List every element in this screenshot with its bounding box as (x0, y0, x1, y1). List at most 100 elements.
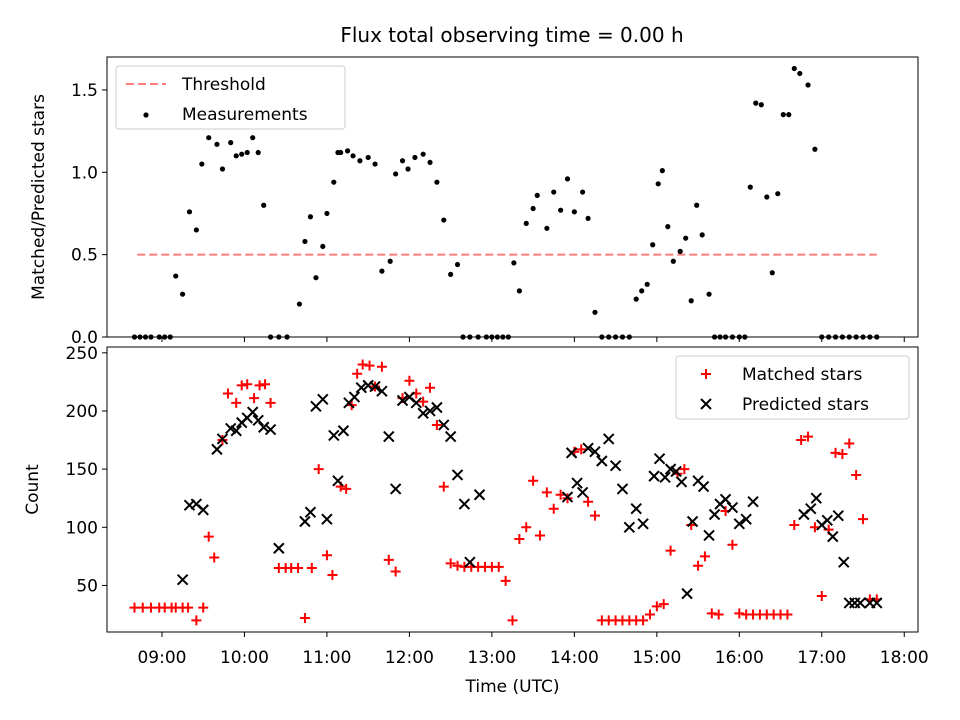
data-point (211, 443, 223, 456)
data-point (699, 232, 705, 238)
data-point (464, 556, 476, 568)
data-point (214, 141, 220, 147)
data-point (639, 288, 645, 294)
legend-plus-swatch (701, 369, 711, 379)
y-tick-label: 100 (66, 518, 98, 538)
data-point (603, 433, 615, 445)
data-point (350, 153, 356, 159)
x-tick-label: 10:00 (220, 648, 269, 668)
data-point (665, 545, 676, 556)
data-point (239, 151, 245, 157)
legend-label: Threshold (181, 75, 266, 95)
data-point (383, 430, 395, 443)
data-point (858, 514, 869, 525)
data-point (507, 615, 518, 626)
data-point (665, 224, 671, 230)
data-point (571, 209, 577, 215)
data-point (331, 179, 337, 185)
data-point (313, 275, 319, 281)
data-point (320, 243, 326, 250)
x-tick-label: 09:00 (137, 648, 186, 668)
axes-frame (106, 56, 919, 338)
data-point (379, 268, 385, 274)
data-point (261, 202, 267, 208)
data-point (534, 530, 545, 541)
data-point (299, 515, 311, 528)
data-point (302, 238, 308, 245)
data-point (844, 438, 855, 449)
data-point (431, 401, 443, 414)
data-point (780, 112, 786, 118)
data-point (589, 510, 600, 521)
data-point (786, 112, 792, 118)
y-tick-label: 1.5 (71, 81, 98, 101)
y-tick-label: 50 (76, 576, 98, 596)
data-point (332, 475, 344, 487)
data-point (688, 298, 694, 304)
data-point (500, 575, 511, 586)
data-point (321, 513, 333, 525)
data-point (589, 445, 601, 458)
data-point (369, 380, 381, 393)
legend-label: Matched stars (742, 365, 862, 385)
data-point (727, 539, 738, 550)
data-point (264, 423, 277, 436)
data-point (812, 146, 818, 152)
data-point (328, 429, 340, 442)
data-point (257, 421, 270, 433)
data-point (191, 615, 202, 626)
legend-dot-swatch (143, 112, 149, 118)
data-point (260, 379, 271, 390)
data-point (650, 242, 656, 248)
x-tick-label: 13:00 (467, 648, 516, 668)
data-point (233, 153, 239, 159)
data-point (596, 455, 608, 467)
data-point (805, 82, 811, 88)
data-point (186, 209, 193, 215)
data-point (659, 168, 665, 174)
data-point (399, 158, 406, 164)
data-point (454, 261, 461, 268)
data-point (838, 556, 850, 568)
data-point (630, 502, 642, 515)
data-point (580, 189, 586, 195)
data-point (585, 215, 591, 222)
y-tick-label: 1.0 (71, 163, 98, 183)
data-point (558, 207, 564, 213)
data-point (514, 533, 525, 544)
legend: Threshold Measurements (115, 65, 346, 130)
data-point (565, 447, 578, 459)
data-point (425, 382, 436, 393)
data-point (317, 393, 329, 406)
data-point (427, 159, 433, 166)
data-point (438, 481, 449, 492)
data-point (564, 176, 571, 182)
axes-frame (106, 346, 919, 633)
y-axis-label: Count (23, 464, 43, 515)
data-point (658, 599, 669, 610)
data-point (390, 566, 401, 577)
data-point (357, 158, 363, 164)
legend-label: Predicted stars (742, 395, 869, 415)
data-point (473, 489, 486, 501)
data-point (222, 388, 233, 399)
data-point (265, 397, 276, 408)
data-point (246, 406, 259, 418)
data-point (230, 425, 242, 437)
data-point (352, 368, 363, 379)
x-tick-label: 15:00 (632, 648, 681, 668)
data-point (816, 590, 827, 601)
data-point (679, 464, 690, 475)
x-axis-label: Time (UTC) (465, 677, 560, 697)
data-point (623, 521, 636, 534)
data-point (697, 480, 710, 493)
data-point (389, 483, 402, 495)
data-point (254, 380, 265, 391)
data-point (197, 504, 209, 516)
data-point (424, 405, 436, 417)
data-point (341, 483, 352, 494)
legend-label: Measurements (182, 105, 308, 125)
data-point (523, 220, 529, 226)
data-point (699, 551, 710, 562)
data-point (544, 225, 550, 231)
